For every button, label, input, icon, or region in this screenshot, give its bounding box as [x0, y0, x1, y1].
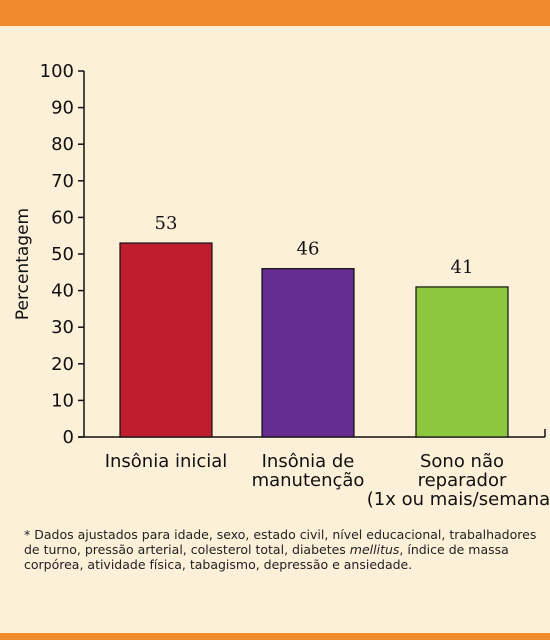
y-tick-label: 90: [51, 98, 74, 119]
y-tick-label: 30: [51, 317, 74, 338]
bottom-orange-band: [0, 633, 550, 640]
y-tick-label: 20: [51, 354, 74, 375]
y-tick-label: 40: [51, 281, 74, 302]
footnote-italic: mellitus: [349, 542, 400, 557]
bar: [261, 268, 355, 438]
y-tick-label: 50: [51, 244, 74, 265]
footnote-text: * Dados ajustados para idade, sexo, esta…: [24, 527, 537, 557]
y-tick-label: 70: [51, 171, 74, 192]
y-tick-label: 0: [63, 427, 74, 448]
y-tick-label: 10: [51, 390, 74, 411]
footnote: * Dados ajustados para idade, sexo, esta…: [24, 527, 539, 572]
category-label: Insônia de: [262, 451, 355, 472]
footnote-text-end: , índice de massa corpórea, atividade fí…: [24, 542, 509, 572]
data-label: 41: [451, 257, 474, 278]
data-label: 46: [297, 239, 320, 260]
data-label: 53: [155, 213, 178, 234]
top-orange-band: [0, 0, 550, 26]
category-label: manutenção: [252, 470, 365, 491]
bar-chart: 0 10 20 30 40 50 60 70 80 90 100 Percentagem 53 Insôn…: [13, 61, 550, 510]
category-label: Sono não: [420, 451, 504, 472]
bar: [415, 286, 509, 438]
y-tick-label: 100: [40, 61, 74, 82]
category-label: (1x ou mais/semana): [367, 489, 550, 510]
y-tick-label: 80: [51, 134, 74, 155]
y-axis-title: Percentagem: [13, 208, 33, 320]
y-tick-label: 60: [51, 207, 74, 228]
bar: [119, 242, 213, 438]
category-label: Insônia inicial: [105, 451, 228, 472]
category-label: reparador: [418, 470, 507, 491]
